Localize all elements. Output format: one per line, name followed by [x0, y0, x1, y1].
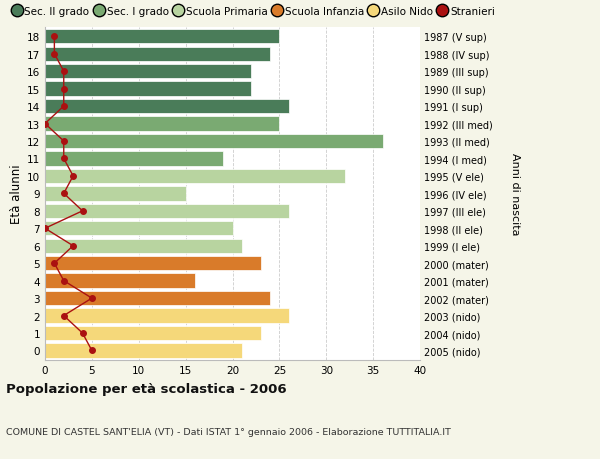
Bar — [45, 326, 260, 341]
Bar — [45, 47, 270, 62]
Bar — [45, 82, 251, 96]
Bar — [45, 169, 345, 184]
Y-axis label: Anni di nascita: Anni di nascita — [509, 153, 520, 235]
Bar — [45, 152, 223, 166]
Bar — [45, 222, 233, 236]
Bar — [45, 134, 383, 149]
Bar — [45, 257, 260, 271]
Bar — [45, 65, 251, 79]
Bar — [45, 204, 289, 218]
Legend: Sec. II grado, Sec. I grado, Scuola Primaria, Scuola Infanzia, Asilo Nido, Stran: Sec. II grado, Sec. I grado, Scuola Prim… — [8, 3, 499, 21]
Bar — [45, 344, 242, 358]
Bar — [45, 187, 185, 201]
Bar — [45, 309, 289, 323]
Y-axis label: Età alunni: Età alunni — [10, 164, 23, 224]
Bar — [45, 274, 195, 288]
Text: COMUNE DI CASTEL SANT'ELIA (VT) - Dati ISTAT 1° gennaio 2006 - Elaborazione TUTT: COMUNE DI CASTEL SANT'ELIA (VT) - Dati I… — [6, 427, 451, 436]
Bar — [45, 30, 280, 44]
Bar — [45, 239, 242, 253]
Bar — [45, 100, 289, 114]
Bar — [45, 291, 270, 306]
Bar — [45, 117, 280, 131]
Text: Popolazione per età scolastica - 2006: Popolazione per età scolastica - 2006 — [6, 382, 287, 396]
